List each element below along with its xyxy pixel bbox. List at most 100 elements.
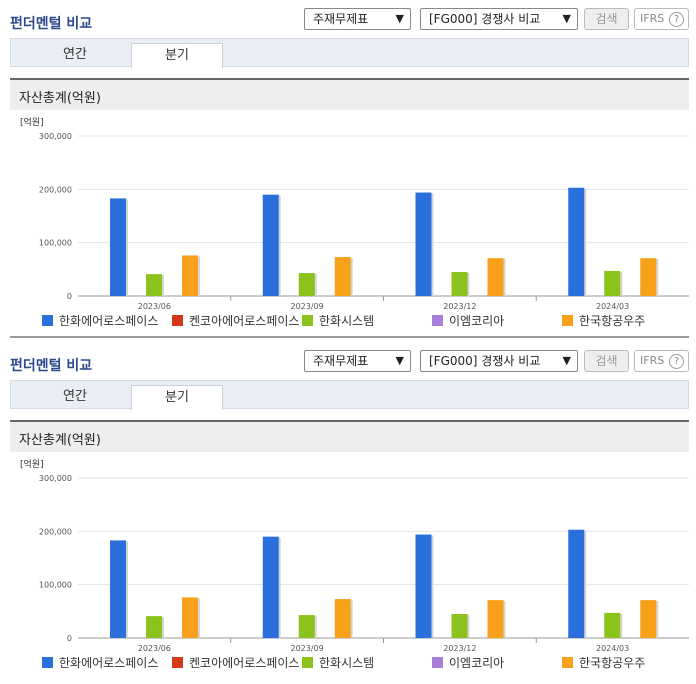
ifrs-label: IFRS (640, 354, 665, 367)
bar (568, 529, 585, 638)
legend-swatch (562, 657, 573, 668)
legend-swatch (172, 657, 183, 668)
statement-select[interactable]: 주재무제표 ▼ (304, 8, 411, 30)
x-tick-label: 2023/06 (138, 302, 171, 310)
legend-item[interactable]: 한화에어로스페이스 (42, 655, 158, 671)
x-tick-label: 2023/12 (443, 302, 476, 310)
legend-swatch (562, 315, 573, 326)
section-header: 자산총계(억원) (10, 420, 689, 452)
y-tick-label: 200,000 (39, 527, 72, 536)
group-select-value: [FG000] 경쟁사 비교 (429, 354, 541, 368)
bar (487, 600, 504, 638)
chevron-down-icon: ▼ (395, 12, 404, 25)
legend-item[interactable]: 켄코아에어로스페이스 (172, 313, 299, 329)
chevron-down-icon: ▼ (395, 354, 404, 367)
legend-item[interactable]: 켄코아에어로스페이스 (172, 655, 299, 671)
bar (640, 600, 657, 638)
bar (487, 258, 504, 296)
bar (451, 614, 468, 638)
x-tick-label: 2023/09 (291, 644, 324, 652)
chart-legend: 한화에어로스페이스 켄코아에어로스페이스 한화시스템 이엠코리아 한국항공우주 (20, 313, 696, 331)
bar (110, 198, 126, 296)
legend-label: 켄코아에어로스페이스 (189, 314, 300, 328)
y-tick-label: 200,000 (39, 185, 72, 194)
tab-annual[interactable]: 연간 (63, 389, 87, 404)
y-tick-label: 0 (67, 634, 72, 643)
legend-item[interactable]: 한화에어로스페이스 (42, 313, 158, 329)
legend-item[interactable]: 한화시스템 (302, 655, 374, 671)
help-icon[interactable]: ? (669, 354, 684, 369)
statement-select-value: 주재무제표 (313, 354, 369, 368)
period-tabs: 연간 분기 (10, 38, 689, 68)
tab-annual[interactable]: 연간 (63, 47, 87, 62)
y-tick-label: 100,000 (39, 581, 72, 590)
panel-title: 펀더멘털 비교 (10, 16, 93, 32)
section-title: 자산총계(억원) (19, 91, 101, 106)
tab-quarterly[interactable]: 분기 (131, 385, 223, 410)
y-tick-label: 300,000 (39, 474, 72, 483)
group-select[interactable]: [FG000] 경쟁사 비교 ▼ (420, 350, 578, 372)
y-axis-unit-label: [억원] (20, 116, 44, 128)
chevron-down-icon: ▼ (562, 12, 571, 25)
bar (262, 536, 279, 638)
section-title: 자산총계(억원) (19, 433, 101, 448)
tab-quarterly[interactable]: 분기 (131, 43, 223, 68)
ifrs-button[interactable]: IFRS ? (634, 8, 689, 30)
help-icon[interactable]: ? (669, 12, 684, 27)
group-select[interactable]: [FG000] 경쟁사 비교 ▼ (420, 8, 578, 30)
legend-swatch (432, 315, 443, 326)
chart-legend: 한화에어로스페이스 켄코아에어로스페이스 한화시스템 이엠코리아 한국항공우주 (20, 655, 696, 673)
x-tick-label: 2023/12 (443, 644, 476, 652)
legend-swatch (172, 315, 183, 326)
search-button[interactable]: 검색 (584, 350, 629, 372)
y-tick-label: 0 (67, 292, 72, 301)
legend-item[interactable]: 한국항공우주 (562, 313, 645, 329)
x-tick-label: 2024/03 (596, 302, 629, 310)
bar (415, 192, 432, 296)
fundamental-panel-2: 펀더멘털 비교 주재무제표 ▼ [FG000] 경쟁사 비교 ▼ 검색 IFRS… (0, 342, 696, 684)
legend-swatch (432, 657, 443, 668)
bar-chart: [억원] 300,000 200,000 100,000 0 2023/06 2023/09… (10, 452, 689, 678)
legend-label: 한화시스템 (319, 656, 375, 670)
legend-item[interactable]: 이엠코리아 (432, 655, 504, 671)
statement-select[interactable]: 주재무제표 ▼ (304, 350, 411, 372)
legend-item[interactable]: 한국항공우주 (562, 655, 645, 671)
x-tick-label: 2023/09 (291, 302, 324, 310)
legend-label: 이엠코리아 (449, 656, 505, 670)
legend-item[interactable]: 한화시스템 (302, 313, 374, 329)
bar (604, 270, 621, 296)
legend-swatch (302, 657, 313, 668)
group-select-value: [FG000] 경쟁사 비교 (429, 12, 541, 26)
bar (451, 272, 468, 296)
chart-svg: [억원] 300,000 200,000 100,000 0 2023/06 2023/09… (20, 458, 689, 653)
bar (262, 194, 279, 296)
legend-swatch (42, 657, 53, 668)
search-button[interactable]: 검색 (584, 8, 629, 30)
y-tick-label: 100,000 (39, 239, 72, 248)
divider (10, 336, 689, 338)
bar (415, 534, 432, 638)
ifrs-label: IFRS (640, 12, 665, 25)
bar (334, 257, 351, 296)
section-header: 자산총계(억원) (10, 78, 689, 110)
ifrs-button[interactable]: IFRS ? (634, 350, 689, 372)
bar (568, 187, 585, 296)
legend-swatch (42, 315, 53, 326)
legend-label: 켄코아에어로스페이스 (189, 656, 300, 670)
bar-chart: [억원] 300,000 200,000 100,000 0 2023/06 2023/09… (10, 110, 689, 336)
bar (640, 258, 657, 296)
bar (146, 616, 162, 638)
legend-item[interactable]: 이엠코리아 (432, 313, 504, 329)
bar (182, 255, 198, 296)
bar (298, 273, 315, 296)
bar (146, 274, 162, 296)
legend-label: 한화에어로스페이스 (59, 314, 159, 328)
statement-select-value: 주재무제표 (313, 12, 369, 26)
chart-svg: [억원] 300,000 200,000 100,000 0 2023/06 2023/09… (20, 116, 689, 311)
legend-swatch (302, 315, 313, 326)
panel-title: 펀더멘털 비교 (10, 358, 93, 374)
y-tick-label: 300,000 (39, 132, 72, 141)
bar (298, 615, 315, 638)
bar (110, 540, 126, 638)
legend-label: 한화에어로스페이스 (59, 656, 159, 670)
